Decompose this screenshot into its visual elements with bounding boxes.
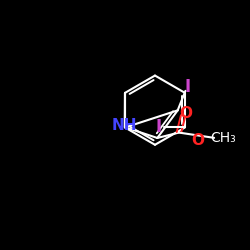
Text: I: I xyxy=(185,78,191,96)
Text: O: O xyxy=(191,133,204,148)
Text: I: I xyxy=(156,118,162,136)
Text: O: O xyxy=(179,106,192,121)
Text: NH: NH xyxy=(112,118,138,134)
Text: CH₃: CH₃ xyxy=(210,131,236,145)
